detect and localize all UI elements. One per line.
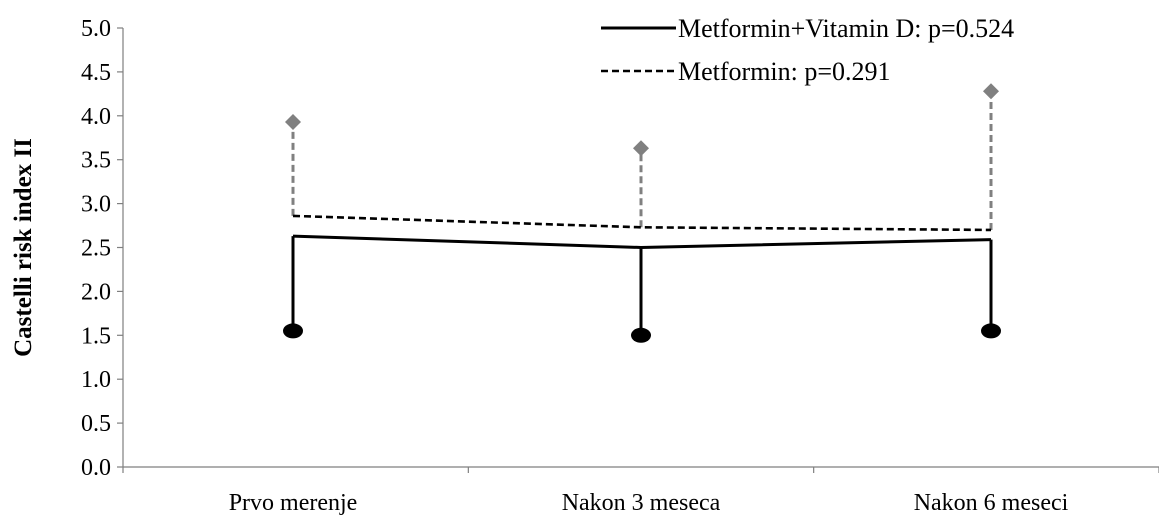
- y-tick-label: 0.0: [81, 455, 111, 481]
- series-line: [292, 234, 992, 250]
- error-end-marker: [983, 83, 999, 100]
- y-tick-label: 1.5: [81, 323, 111, 349]
- x-axis: Prvo merenje Nakon 3 meseca Nakon 6 meseci: [122, 466, 1159, 516]
- y-tick-label: 0.5: [81, 411, 111, 437]
- error-end-marker: [633, 140, 649, 157]
- x-tick-label: Nakon 6 meseci: [914, 490, 1069, 516]
- y-tick-label: 5.0: [81, 16, 111, 42]
- legend-label-0: Metformin+Vitamin D: p=0.524: [678, 14, 1014, 43]
- y-tick-label: 2.5: [81, 236, 111, 262]
- y-axis: 0.0 0.5 1.0 1.5 2.0 2.5 3.0 3.5 4.0 4.5 5.0: [81, 16, 124, 481]
- legend: Metformin+Vitamin D: p=0.524 Metformin: …: [601, 14, 1014, 86]
- error-end-marker: [283, 323, 303, 339]
- series-0: [283, 234, 1001, 343]
- y-tick-label: 3.5: [81, 148, 111, 174]
- series-1: [285, 83, 999, 232]
- y-tick-label: 4.0: [81, 104, 111, 130]
- x-tick-label: Prvo merenje: [229, 490, 358, 516]
- legend-label-1: Metformin: p=0.291: [678, 57, 891, 86]
- x-tick-label: Nakon 3 meseca: [562, 490, 721, 516]
- plot-area: [283, 83, 1001, 343]
- y-tick-label: 2.0: [81, 279, 111, 305]
- y-tick-label: 3.0: [81, 192, 111, 218]
- series-line: [292, 214, 992, 232]
- error-end-marker: [981, 323, 1001, 339]
- error-end-marker: [631, 327, 651, 343]
- y-tick-label: 4.5: [81, 60, 111, 86]
- error-end-marker: [285, 113, 301, 130]
- y-axis-title: Castelli risk index II: [10, 138, 37, 357]
- y-tick-label: 1.0: [81, 367, 111, 393]
